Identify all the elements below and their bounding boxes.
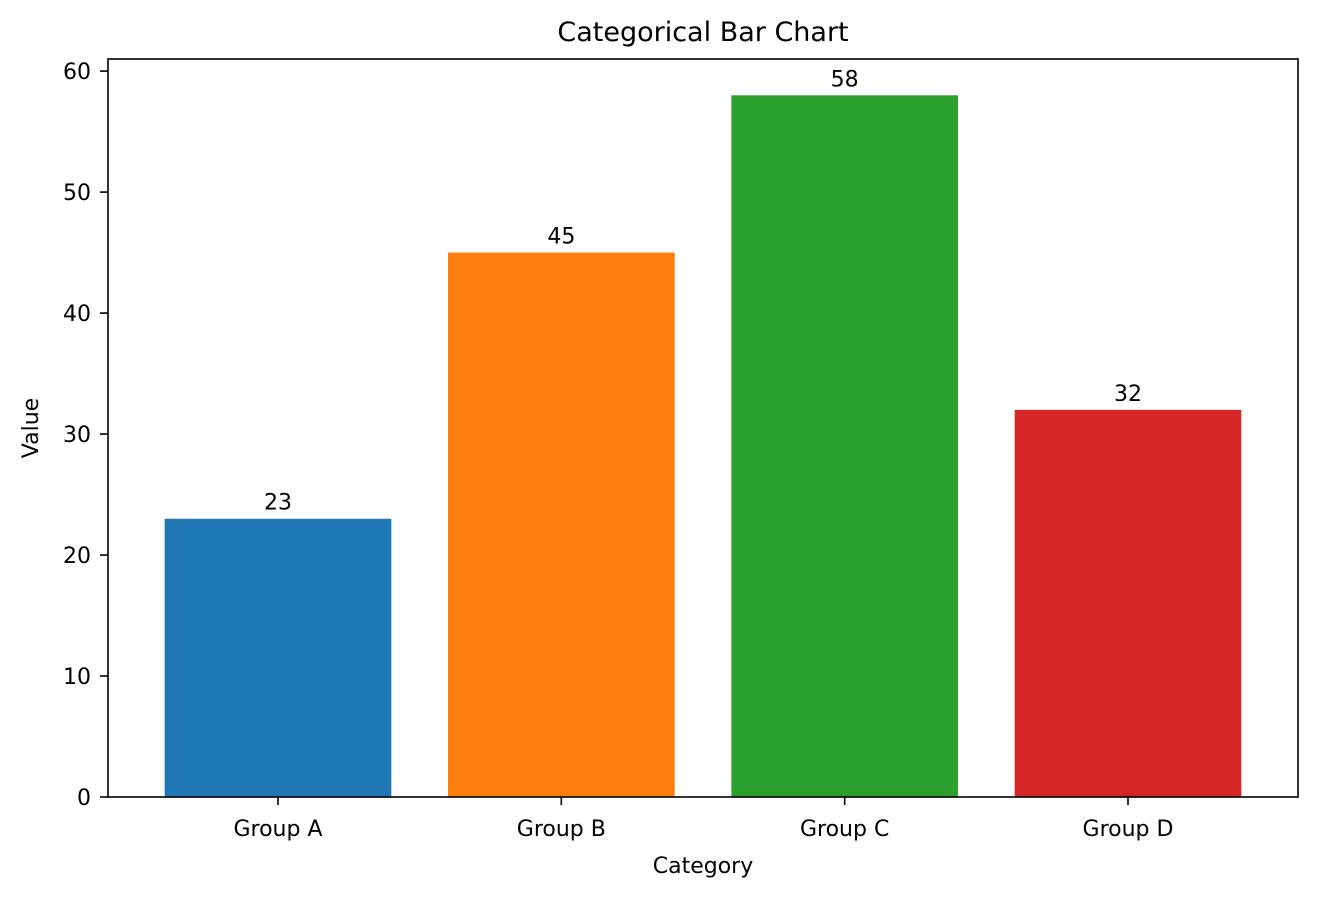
chart-title: Categorical Bar Chart [557, 17, 848, 48]
y-tick-label-40: 40 [63, 302, 91, 327]
bars-group [164, 95, 1242, 797]
y-tick-label-10: 10 [63, 665, 91, 690]
bar-group-d [1014, 409, 1242, 797]
y-tick-label-20: 20 [63, 544, 91, 569]
data-label-group-a: 23 [264, 491, 292, 516]
data-label-group-b: 45 [547, 225, 575, 250]
bar-group-b [448, 252, 675, 797]
y-tick-label-30: 30 [63, 423, 91, 448]
x-tick-label-group-b: Group B [517, 817, 606, 842]
y-tick-label-50: 50 [63, 181, 91, 206]
x-tick-label-group-d: Group D [1083, 817, 1174, 842]
y-axis-label: Value [19, 398, 44, 458]
y-axis: 0 10 20 30 40 50 60 [63, 60, 108, 811]
y-tick-label-0: 0 [77, 786, 91, 811]
data-label-group-d: 32 [1114, 382, 1142, 407]
x-tick-label-group-c: Group C [800, 817, 889, 842]
data-label-group-c: 58 [831, 67, 859, 92]
x-axis: Group A Group B Group C Group D [233, 797, 1173, 842]
x-tick-label-group-a: Group A [233, 817, 322, 842]
y-tick-label-60: 60 [63, 60, 91, 85]
x-axis-label: Category [653, 854, 754, 879]
plot-frame [107, 58, 1299, 798]
bar-group-a [164, 518, 392, 797]
data-labels-group: 23 45 58 32 [264, 67, 1142, 515]
bar-group-c [731, 95, 958, 797]
